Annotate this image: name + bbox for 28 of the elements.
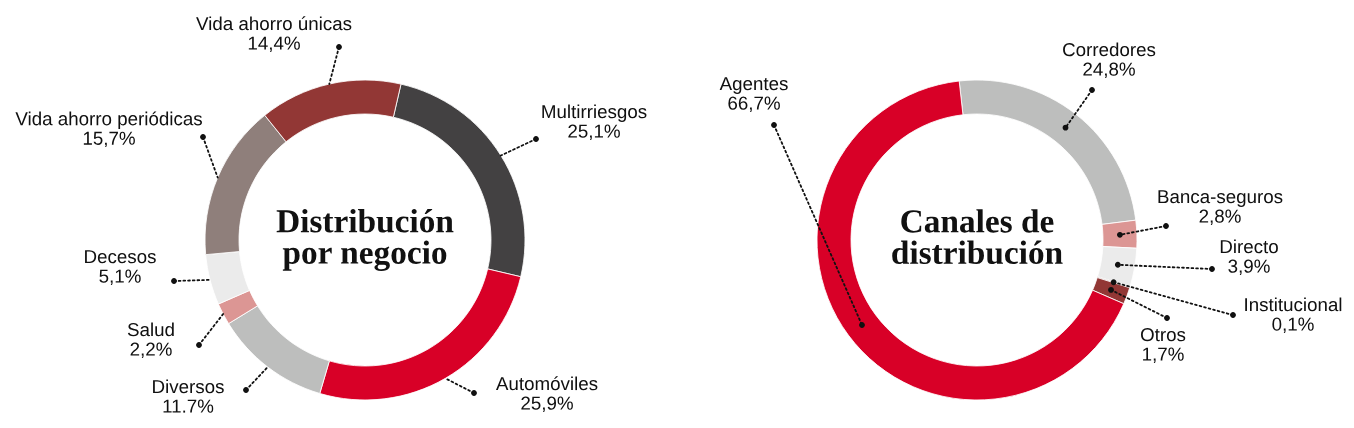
text: Canales de distribución	[892, 209, 1063, 265]
data-label: 3,9%	[1228, 259, 1270, 276]
slice-label: Decesos	[85, 250, 156, 264]
data-label: 66,7%	[728, 96, 780, 113]
slice-label: Multirriesgos	[542, 104, 647, 122]
slice-label: Automóviles	[495, 376, 598, 391]
slice-label: Agentes	[719, 77, 788, 94]
data-label: 5,1%	[99, 269, 141, 286]
data-label: 0,1%	[1272, 317, 1314, 334]
data-label: 25,9%	[521, 396, 573, 413]
slice-label: Otros	[1140, 328, 1186, 342]
data-label: 1,7%	[1143, 347, 1184, 364]
data-label: 14,4%	[248, 36, 300, 53]
slice-label: Corredores	[1063, 42, 1156, 57]
data-label: 24,8%	[1083, 62, 1135, 79]
slice-label: Directo	[1220, 239, 1278, 254]
data-label: 25,1%	[568, 124, 620, 141]
slice-label: Vida ahorro periódicas	[15, 111, 202, 130]
slice-label: Institucional	[1245, 297, 1342, 312]
data-label: 11.7%	[163, 399, 214, 413]
data-label: 2,8%	[1199, 209, 1241, 226]
data-label: 15,7%	[83, 131, 135, 148]
slice-label: Banca-seguros	[1158, 190, 1283, 207]
slice-label: Vida ahorro únicas	[196, 16, 352, 31]
text: Distribución por negocio	[276, 209, 454, 271]
slice-label: Diversos	[153, 379, 224, 394]
data-label: 2,2%	[130, 342, 172, 359]
slice-label: Salud	[127, 322, 174, 337]
